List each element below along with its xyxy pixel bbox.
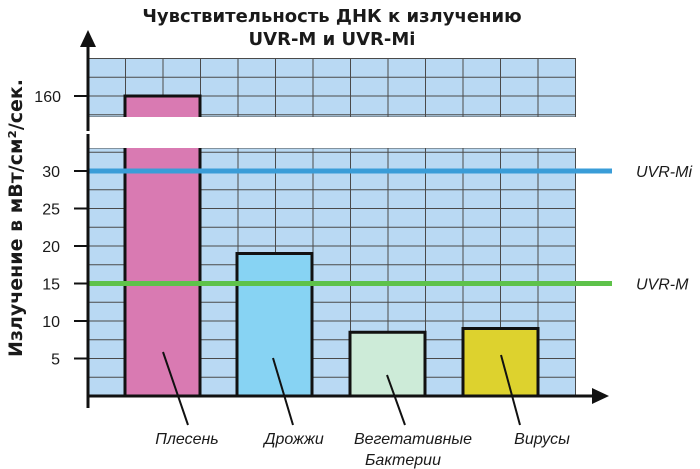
category-label-bacteria-line2: Бактерии	[365, 452, 441, 469]
bar-bacteria	[348, 330, 427, 398]
bar-yeast	[235, 252, 314, 398]
y-tick-label: 5	[51, 352, 60, 369]
bar-mold-lower	[123, 148, 202, 398]
y-axis-arrow	[80, 30, 96, 47]
y-ticks: 5 10 15 20 25 30 160	[34, 89, 88, 369]
chart-title-line-1: Чувствительность ДНК к излучению	[142, 6, 521, 27]
category-label-yeast: Дрожжи	[262, 431, 324, 448]
x-axis-arrow	[592, 388, 609, 404]
category-labels: Плесень Дрожжи Вегетативные Бактерии Вирусы	[155, 351, 570, 469]
pointer-mold	[162, 351, 189, 426]
pointer-viruses	[500, 354, 521, 426]
y-tick-label: 30	[42, 164, 60, 181]
y-axis-label: Излучение в мВт/см²/сек.	[5, 79, 27, 357]
bars	[123, 94, 540, 398]
y-tick-label: 10	[42, 314, 60, 331]
category-label-bacteria: Вегетативные	[354, 431, 472, 448]
pointer-yeast	[272, 357, 294, 426]
y-tick-label: 15	[42, 277, 60, 294]
category-label-mold: Плесень	[155, 431, 218, 448]
y-tick-label: 160	[34, 89, 61, 106]
y-tick-label: 20	[42, 239, 60, 256]
reference-label-uvr-mi: UVR-Mi	[636, 164, 692, 181]
reference-lines: UVR-Mi UVR-M	[88, 164, 692, 294]
bar-viruses	[461, 327, 540, 398]
bar-mold-upper	[123, 94, 202, 117]
chart-title-line-2: UVR-M и UVR-Mi	[249, 29, 416, 50]
pointer-bacteria	[386, 374, 406, 426]
category-label-viruses: Вирусы	[514, 431, 570, 448]
y-tick-label: 25	[42, 202, 60, 219]
reference-label-uvr-m: UVR-M	[636, 277, 689, 294]
